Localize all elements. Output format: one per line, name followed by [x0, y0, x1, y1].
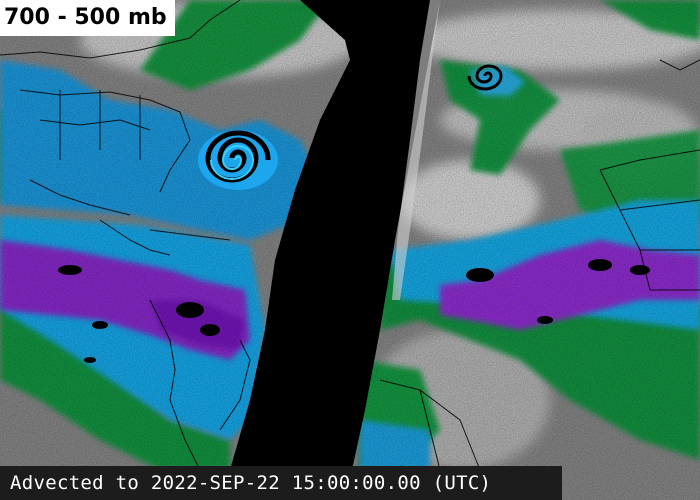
layer-title: 700 - 500 mb — [0, 0, 175, 36]
hurricane-swirl — [198, 130, 278, 190]
political-borders — [0, 0, 700, 471]
cyclone-swirl — [467, 64, 503, 91]
no-data-swath — [230, 0, 440, 470]
swath-edge — [392, 0, 440, 300]
valid-time-label: Advected to 2022-SEP-22 15:00:00.00 (UTC… — [0, 466, 562, 500]
deep-convection-spots — [58, 259, 650, 363]
